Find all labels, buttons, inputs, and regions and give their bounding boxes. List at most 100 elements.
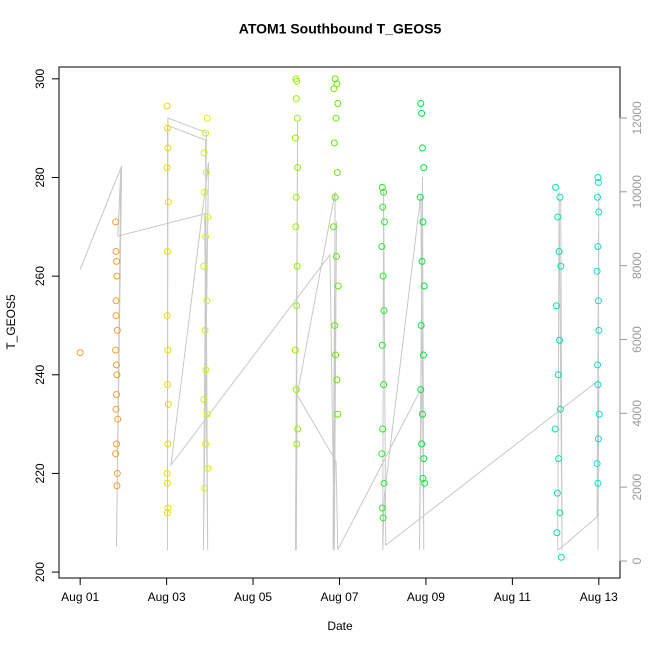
data-point bbox=[113, 272, 121, 280]
data-point bbox=[417, 100, 425, 107]
data-point bbox=[556, 405, 564, 413]
data-point bbox=[552, 183, 560, 191]
data-point bbox=[202, 129, 210, 137]
y2-tick-label: 8000 bbox=[630, 252, 644, 279]
data-point bbox=[204, 213, 212, 221]
data-point bbox=[595, 410, 603, 418]
data-point bbox=[418, 410, 426, 418]
y-tick-label: 220 bbox=[33, 463, 47, 483]
data-point bbox=[163, 247, 171, 255]
data-point bbox=[557, 553, 565, 561]
data-point bbox=[113, 482, 121, 490]
data-point bbox=[112, 257, 120, 265]
y-tick-label: 240 bbox=[33, 364, 47, 384]
data-point bbox=[553, 489, 561, 497]
data-point bbox=[379, 425, 387, 433]
data-point bbox=[293, 114, 301, 122]
data-point bbox=[554, 213, 562, 221]
data-point bbox=[112, 297, 120, 305]
data-point bbox=[163, 124, 171, 132]
data-point bbox=[594, 173, 602, 181]
data-point bbox=[418, 109, 426, 117]
y-tick-label: 300 bbox=[33, 69, 47, 89]
y-tick-label: 200 bbox=[33, 562, 47, 582]
data-point bbox=[378, 450, 386, 458]
data-point bbox=[113, 469, 121, 477]
data-point bbox=[557, 262, 565, 270]
chart-title: ATOM1 Southbound T_GEOS5 bbox=[239, 21, 442, 37]
x-tick-label: Aug 01 bbox=[61, 590, 99, 604]
x-axis-label: Date bbox=[327, 619, 353, 633]
y-axis-label: T_GEOS5 bbox=[4, 294, 18, 350]
data-point bbox=[203, 297, 211, 305]
data-point bbox=[112, 440, 120, 448]
y-tick-label: 280 bbox=[33, 167, 47, 187]
data-point bbox=[329, 223, 337, 231]
data-point bbox=[418, 257, 426, 265]
data-point bbox=[203, 410, 211, 418]
altitude-line bbox=[79, 117, 600, 551]
data-point bbox=[76, 349, 84, 357]
data-point bbox=[331, 321, 339, 329]
data-point bbox=[201, 484, 209, 492]
y2-tick-label: 2000 bbox=[630, 474, 644, 501]
data-point bbox=[594, 243, 602, 251]
data-point bbox=[416, 193, 424, 201]
data-point bbox=[334, 410, 342, 418]
data-point bbox=[200, 395, 208, 403]
data-point bbox=[554, 371, 562, 379]
data-point bbox=[417, 321, 425, 329]
data-point bbox=[593, 267, 601, 275]
data-point bbox=[418, 144, 426, 152]
y2-tick-label: 4000 bbox=[630, 400, 644, 427]
data-point bbox=[332, 252, 340, 260]
data-point bbox=[417, 386, 425, 394]
data-point bbox=[200, 149, 208, 157]
data-point bbox=[294, 425, 302, 433]
data-point bbox=[594, 297, 602, 305]
data-point bbox=[333, 80, 341, 88]
y-tick-label: 260 bbox=[33, 266, 47, 286]
x-tick-label: Aug 03 bbox=[148, 590, 186, 604]
data-point bbox=[593, 460, 601, 468]
data-point bbox=[202, 233, 210, 241]
data-point bbox=[333, 376, 341, 384]
data-point bbox=[553, 529, 561, 537]
data-point bbox=[293, 77, 301, 85]
data-point bbox=[294, 164, 302, 172]
data-point bbox=[164, 400, 172, 408]
data-point bbox=[164, 346, 172, 354]
data-point bbox=[380, 381, 388, 389]
data-point bbox=[112, 247, 120, 255]
data-point bbox=[379, 272, 387, 280]
data-point bbox=[594, 361, 602, 369]
data-point bbox=[163, 509, 171, 517]
data-point bbox=[163, 381, 171, 389]
data-point bbox=[556, 193, 564, 201]
data-point bbox=[380, 307, 388, 315]
data-point bbox=[555, 455, 563, 463]
data-point bbox=[555, 336, 563, 344]
data-point bbox=[420, 282, 428, 290]
plot-frame bbox=[58, 66, 621, 579]
data-point bbox=[202, 440, 210, 448]
data-point bbox=[291, 346, 299, 354]
data-point bbox=[334, 282, 342, 290]
data-point bbox=[201, 188, 209, 196]
data-point bbox=[202, 366, 210, 374]
data-point bbox=[330, 139, 338, 147]
data-point bbox=[163, 479, 171, 487]
data-point bbox=[293, 262, 301, 270]
data-point bbox=[555, 247, 563, 255]
data-point bbox=[114, 415, 122, 423]
data-point bbox=[292, 223, 300, 231]
data-point bbox=[418, 440, 426, 448]
data-point bbox=[594, 479, 602, 487]
y2-tick-label: 10000 bbox=[630, 175, 644, 209]
data-point bbox=[419, 351, 427, 359]
data-point bbox=[201, 326, 209, 334]
y2-tick-label: 6000 bbox=[630, 326, 644, 353]
data-point bbox=[112, 405, 120, 413]
data-point bbox=[332, 114, 340, 122]
